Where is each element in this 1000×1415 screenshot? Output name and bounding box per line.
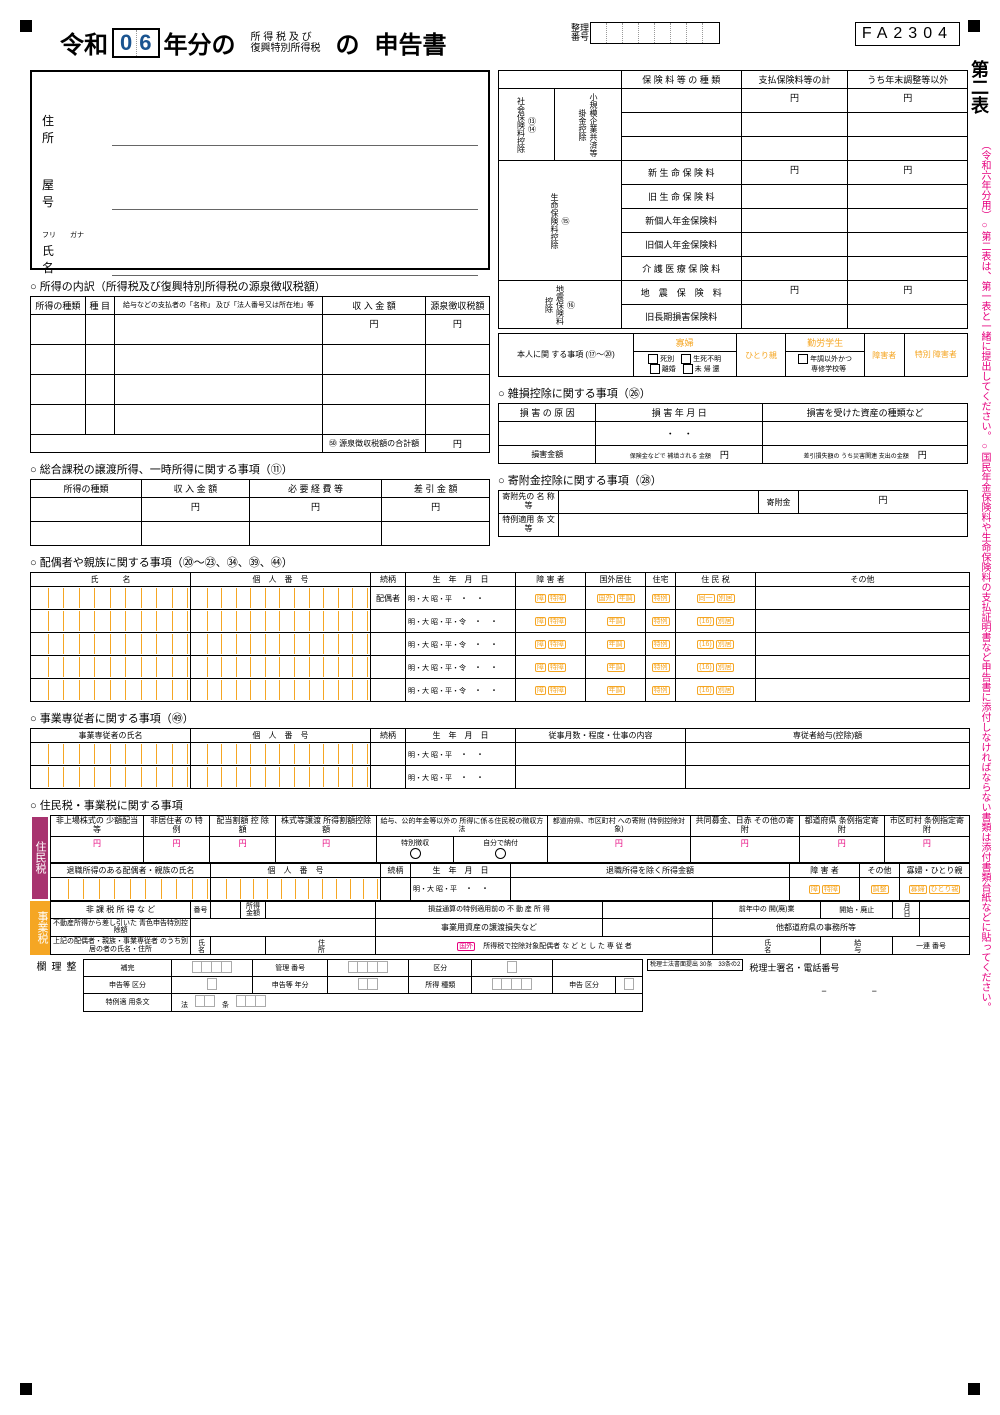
form-title: 令和 06 年分の 所 得 税 及 び復興特別所得税 の 申告書	[60, 25, 970, 60]
jigyo-table: 非 課 税 所 得 な ど番号所得 金額損益通算の特例適用前の 不 動 産 所 …	[50, 901, 970, 956]
address-block: 住 所 屋 号 フリ ガナ 氏 名	[30, 70, 490, 270]
jumin-side-label: 住民税	[30, 815, 50, 901]
jigyo-side-label: 事業税	[30, 901, 50, 956]
income-breakdown-table: 所得の種類種 目給与などの支払者の「名称」 及び「法人番号又は所在地」等収 入 …	[30, 296, 490, 453]
family-table: 氏 名個 人 番 号続柄生 年 月 日障 害 者国外居住住宅住 民 税その他 配…	[30, 572, 970, 702]
seiri-bango: 整理 番号	[570, 22, 720, 44]
form-code: FA2304	[855, 22, 960, 46]
kifu-title: ○ 寄附金控除に関する事項（㉘）	[498, 472, 968, 488]
sogo-table: 所得の種類収 入 金 額必 要 経 費 等差 引 金 額 円円円	[30, 479, 490, 546]
jumin-table: 非上場株式の 少額配当等非居住者 の 特 例配当割額 控 除 額株式等譲渡 所得…	[50, 815, 970, 863]
kifu-table: 寄附先の 名 称 等寄附金円 特例適用 条 文 等	[498, 490, 968, 536]
jumin-retire-table: 退職所得のある配偶者・親族の氏名個 人 番 号続柄生 年 月 日退職所得を除く所…	[50, 863, 970, 901]
honnin-table: 本人に関 する事項 (⑰～⑳) 寡婦 ひとり親 勤労学生 障害者 特別 障害者 …	[498, 333, 968, 377]
jigyosha-table: 事業専従者の氏名個 人 番 号続柄生 年 月 日従事月数・程度・仕事の内容専従者…	[30, 728, 970, 789]
zasson-title: ○ 雑損控除に関する事項（㉖）	[498, 385, 968, 401]
sogo-title: ○ 総合課税の譲渡所得、一時所得に関する事項（⑪）	[30, 461, 490, 477]
zasson-table: 損 害 の 原 因損 害 年 月 日損害を受けた資産の種類など ・ ・ 損害金額…	[498, 403, 968, 464]
admin-table: 補完管理 番号区分 申告等 区分申告等 年分所得 種類申告 区分 特例適 用条文…	[83, 959, 643, 1012]
jigyosha-title: ○ 事業専従者に関する事項（㊾）	[30, 710, 970, 726]
income-breakdown-title: ○ 所得の内訳（所得税及び復興特別所得税の源泉徴収税額）	[30, 278, 490, 294]
side-dai-ni: 第二表	[966, 60, 992, 114]
jumin-title: ○ 住民税・事業税に関する事項	[30, 797, 970, 813]
side-instructions: （令和六年分用）○第二表は、第一表と一緒に提出してください。○国民年金保険料や生…	[977, 140, 992, 1240]
family-title: ○ 配偶者や親族に関する事項（⑳～㉓、㉞、㊴、㊹）	[30, 554, 970, 570]
insurance-table: 保 険 料 等 の 種 類支払保険料等の計うち年末調整等以外 ⑬⑭社会保険料控除…	[498, 70, 968, 329]
